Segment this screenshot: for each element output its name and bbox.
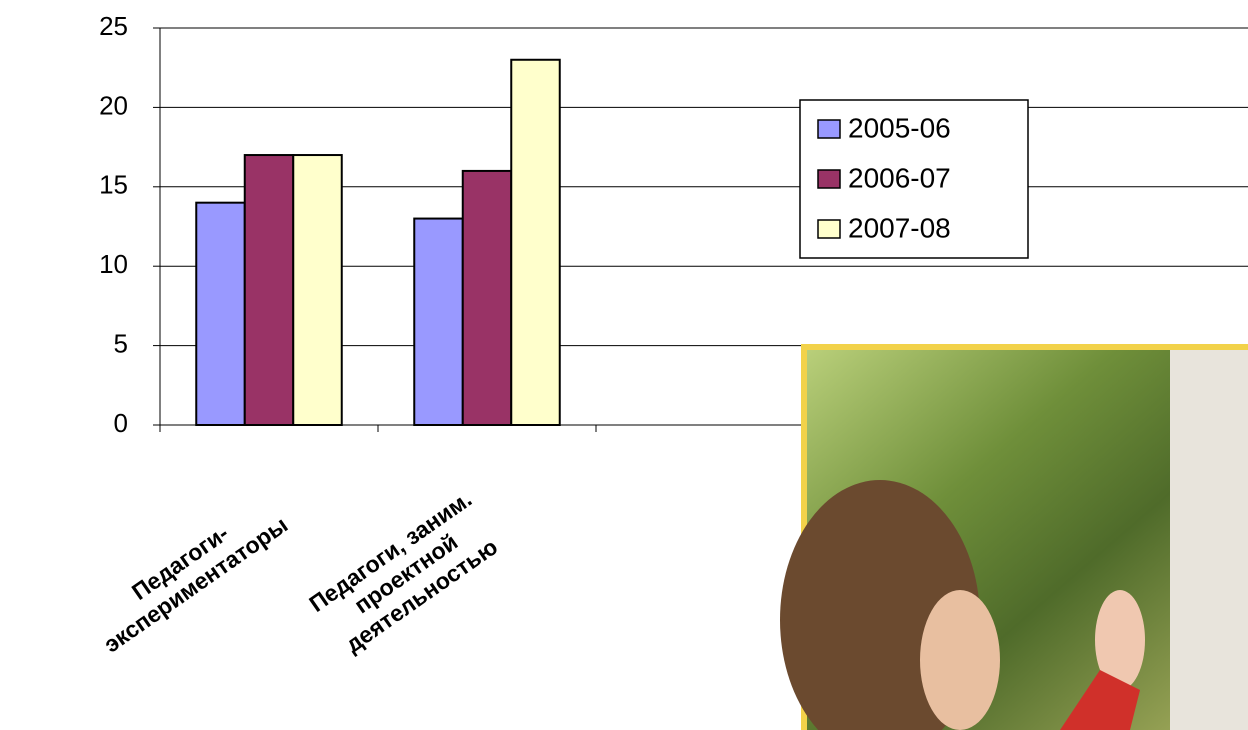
bar — [292, 154, 343, 426]
bar — [195, 201, 246, 426]
y-tick-label: 5 — [114, 328, 128, 358]
legend-swatch — [817, 219, 841, 239]
y-tick-label: 0 — [114, 408, 128, 438]
y-tick-label: 20 — [99, 90, 128, 120]
legend-label: 2006-07 — [848, 162, 951, 193]
hand — [1095, 590, 1145, 690]
y-tick-label: 25 — [99, 11, 128, 41]
x-tick-label: Педагоги, заним.проектнойдеятельностью — [304, 486, 507, 662]
birch-trunk — [1170, 350, 1248, 730]
x-tick-label: Педагоги-экспериментаторы — [83, 489, 292, 657]
legend-swatch — [817, 119, 841, 139]
legend-label: 2007-08 — [848, 212, 951, 243]
y-tick-label: 10 — [99, 249, 128, 279]
legend-label: 2005-06 — [848, 112, 951, 143]
sleeve — [1060, 670, 1140, 730]
y-tick-label: 15 — [99, 170, 128, 200]
bar — [413, 217, 464, 426]
child-face — [920, 590, 1000, 730]
legend-swatch — [817, 169, 841, 189]
bar — [510, 58, 561, 426]
bar — [243, 154, 295, 426]
bar — [461, 169, 513, 426]
photo — [780, 344, 1248, 730]
